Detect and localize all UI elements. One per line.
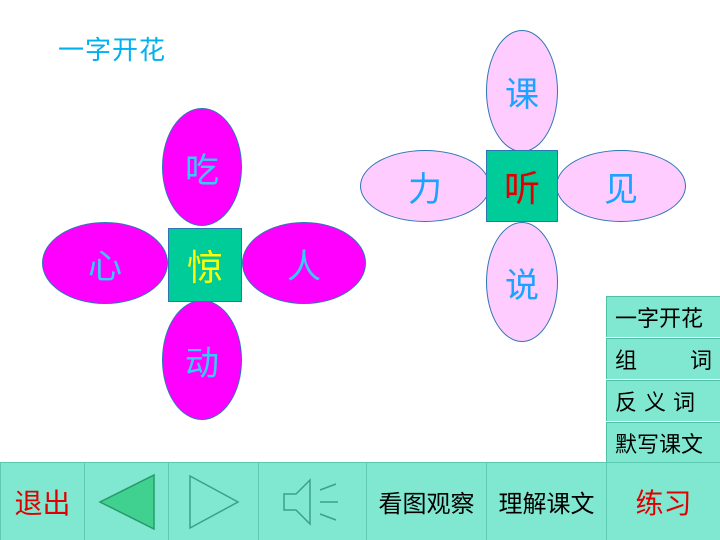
side-menu: 一字开花 组 词 反 义 词 默写课文: [606, 296, 720, 464]
sound-button[interactable]: [258, 462, 366, 540]
petal-left-label: 力: [408, 169, 442, 210]
petal-bottom-label: 动: [185, 343, 219, 384]
petal-right[interactable]: 人: [242, 222, 366, 304]
menu-item-zuci[interactable]: 组 词: [606, 338, 720, 379]
petal-bottom[interactable]: 动: [162, 300, 242, 420]
petal-left-label: 心: [88, 246, 122, 287]
prev-button[interactable]: [84, 462, 168, 540]
petal-top-label: 课: [505, 74, 539, 115]
bottom-toolbar: 退出 看图观察 理解课文 练习: [0, 462, 720, 540]
petal-right-label: 人: [287, 246, 321, 287]
petal-top-label: 吃: [185, 150, 219, 191]
petal-right[interactable]: 见: [556, 150, 686, 222]
menu-item-moxie-kewen[interactable]: 默写课文: [606, 422, 720, 463]
menu-item-yizi-kaihua[interactable]: 一字开花: [606, 296, 720, 337]
petal-left[interactable]: 心: [42, 222, 168, 304]
petal-top[interactable]: 吃: [162, 108, 242, 226]
menu-item-zuci-label-b: 词: [689, 349, 712, 374]
observe-picture-button[interactable]: 看图观察: [366, 462, 486, 540]
flower-center[interactable]: 听: [486, 150, 558, 222]
menu-item-zuci-label-a: 组: [615, 349, 638, 374]
triangle-left-icon: [97, 473, 155, 530]
flower-center[interactable]: 惊: [168, 228, 242, 302]
flower-center-label: 听: [503, 169, 540, 210]
triangle-right-icon: [188, 474, 240, 529]
next-button[interactable]: [168, 462, 258, 540]
speaker-icon: [282, 477, 338, 526]
flower-center-label: 惊: [186, 248, 223, 289]
understand-text-button[interactable]: 理解课文: [486, 462, 606, 540]
petal-bottom[interactable]: 说: [486, 222, 558, 342]
menu-item-fanyici[interactable]: 反 义 词: [606, 380, 720, 421]
petal-top[interactable]: 课: [486, 30, 558, 152]
petal-bottom-label: 说: [505, 265, 539, 306]
petal-right-label: 见: [604, 169, 638, 210]
practice-button[interactable]: 练习: [606, 462, 720, 540]
exit-button[interactable]: 退出: [0, 462, 84, 540]
page-title: 一字开花: [58, 36, 167, 66]
petal-left[interactable]: 力: [360, 150, 490, 222]
